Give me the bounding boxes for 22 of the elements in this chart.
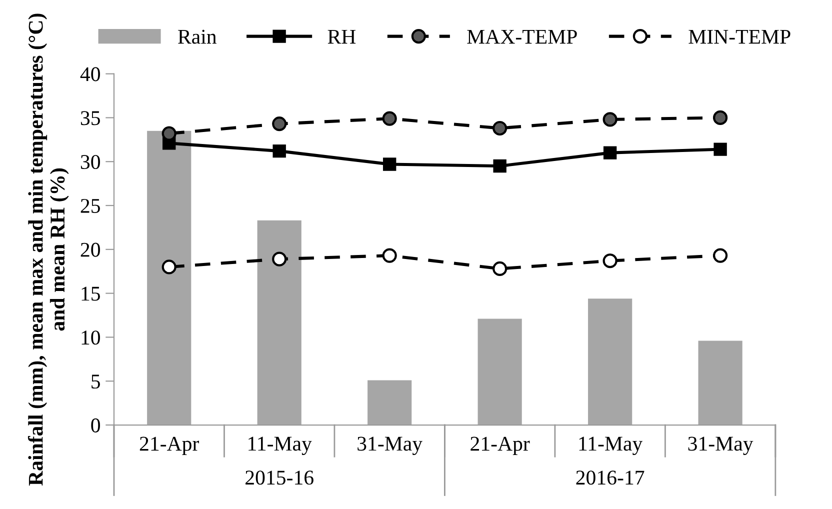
legend-label: MIN-TEMP [688, 30, 790, 44]
x-tick-label: 21-Apr [470, 436, 530, 456]
y-tick-label: 5 [92, 374, 100, 389]
text: 2016-17 [576, 470, 644, 485]
x-tick-label: 11-May [579, 436, 643, 456]
x-tick-label: 21-Apr [140, 436, 200, 456]
x-tick-label: 31-May [358, 436, 422, 456]
y-tick-label: 25 [80, 198, 100, 213]
y-tick-label: 30 [80, 154, 100, 170]
legend-label: RH [328, 30, 356, 44]
y-tick-label: 15 [82, 286, 100, 301]
y-tick-label: 35 [80, 111, 100, 126]
y-axis-title: Rainfall (mm), mean max and min temperatures (°C) and mean RH (%) [28, 14, 69, 486]
x-tick-label: 11-May [248, 436, 312, 456]
legend-label: Rain [178, 30, 216, 44]
text: 2015-16 [246, 470, 314, 485]
y-tick-label: 20 [80, 242, 100, 257]
x-tick-label: 31-May [688, 436, 754, 456]
y-tick-label: 10 [82, 330, 100, 345]
legend-label: MAX-TEMP [467, 30, 577, 44]
y-tick-label: 40 [80, 67, 100, 82]
y-tick-label: 0 [91, 418, 100, 432]
